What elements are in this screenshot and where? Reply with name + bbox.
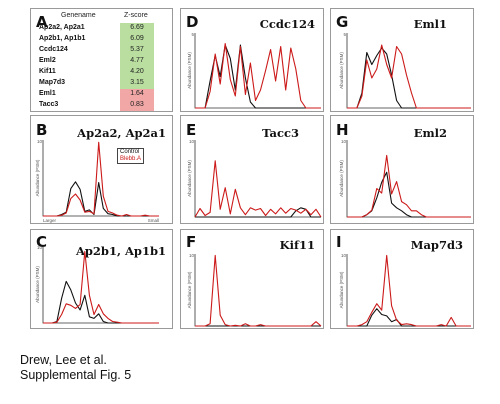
- series-control-line: [195, 207, 321, 218]
- table-z-score: 6.69: [120, 23, 154, 34]
- panel-g-title: Eml1: [413, 17, 447, 31]
- table-z-score: 4.77: [120, 56, 154, 67]
- series-treated-line: [194, 160, 322, 218]
- y-tick-label: 10: [341, 139, 347, 144]
- y-axis-label: Abundance (PSM): [187, 52, 192, 89]
- series-treated-line: [195, 42, 321, 109]
- chart-b: Abundance (PSM) 10 Larger Small: [35, 139, 159, 223]
- panel-b-label: B: [36, 121, 48, 139]
- chart-h: Abundance (PSM) 10: [339, 139, 471, 218]
- panel-d-label: D: [186, 13, 199, 31]
- x-tick-label: Small: [148, 218, 159, 223]
- chart-c: Abundance (PSM) 10: [35, 245, 159, 324]
- chart-d: Abundance (PSM) 5: [187, 32, 321, 109]
- y-axis-label: Abundance (PSM): [339, 160, 344, 197]
- panel-b: B Ap2a2, Ap2a1 Control Blebb.A Abundance…: [30, 115, 173, 224]
- panel-h: H Eml2 Abundance (PSM) 10: [330, 115, 474, 224]
- table-z-score: 1.64: [120, 89, 154, 100]
- y-tick-label: 10: [37, 139, 43, 144]
- y-axis-label: Abundance (PSM): [339, 52, 344, 89]
- series-treated-line: [195, 254, 322, 327]
- series-treated-line: [347, 254, 471, 327]
- chart-axes: [346, 140, 471, 218]
- chart-f: Abundance (PSM) 10: [187, 253, 322, 327]
- panel-i: I Map7d3 Abundance (PSM) 10: [330, 229, 474, 329]
- x-tick-label: Larger: [43, 218, 57, 223]
- panel-c-title: Ap2b1, Ap1b1: [75, 244, 166, 258]
- chart-g: Abundance (PSM) 5: [339, 32, 471, 109]
- panel-e-title: Tacc3: [262, 126, 299, 140]
- panel-d-title: Ccdc124: [259, 17, 315, 31]
- y-axis-label: Abundance (PSM): [35, 159, 40, 196]
- table-z-score: 3.15: [120, 78, 154, 89]
- series-control-line: [347, 47, 471, 109]
- series-treated-line: [43, 141, 159, 217]
- table-gene-name: Ap2b1, Ap1b1: [39, 35, 86, 42]
- legend-control: Control: [120, 149, 140, 155]
- panel-i-title: Map7d3: [410, 238, 463, 252]
- table-gene-name: Kif11: [39, 68, 56, 75]
- panel-h-title: Eml2: [413, 126, 447, 140]
- series-control-line: [43, 181, 159, 217]
- table-gene-name: Map7d3: [39, 79, 66, 86]
- series-control-line: [347, 171, 471, 218]
- series-treated-line: [43, 250, 159, 324]
- y-axis-label: Abundance (PSM): [339, 271, 344, 308]
- table-gene-name: Eml2: [39, 57, 56, 64]
- panel-c: C Ap2b1, Ap1b1 Abundance (PSM) 10: [30, 229, 173, 329]
- panel-e: E Tacc3 Abundance (PSM) 10: [180, 115, 324, 224]
- table-gene-name: Tacc3: [39, 101, 59, 108]
- y-tick-label: 10: [189, 139, 195, 144]
- series-treated-line: [347, 154, 471, 218]
- caption-authors: Drew, Lee et al.: [20, 353, 107, 367]
- legend: Control Blebb.A: [117, 148, 145, 164]
- chart-e: Abundance (PSM) 10: [187, 139, 322, 218]
- y-tick-label: 5: [191, 32, 194, 37]
- chart-axes: [42, 246, 159, 324]
- chart-axes: [346, 254, 471, 327]
- series-control-line: [347, 308, 471, 327]
- panel-b-title: Ap2a2, Ap2a1: [77, 126, 166, 140]
- panel-h-label: H: [336, 121, 349, 139]
- panel-a-label: A: [36, 13, 48, 31]
- chart-axes: [194, 33, 321, 109]
- legend-treated: Blebb.A: [120, 156, 142, 162]
- y-tick-label: 10: [37, 245, 43, 250]
- panel-f-label: F: [186, 233, 197, 251]
- table-gene-name: Eml1: [39, 90, 56, 97]
- table-header-z: Z-score: [124, 12, 148, 19]
- panel-f: F Kif11 Abundance (PSM) 10: [180, 229, 324, 329]
- panel-f-title: Kif11: [279, 238, 315, 252]
- panel-g-label: G: [336, 13, 349, 31]
- table-z-score: 4.20: [120, 67, 154, 78]
- caption-figure: Supplemental Fig. 5: [20, 368, 132, 382]
- panel-a: A Genename Z-score Ap2a2, Ap2a1 6.69 Ap2b1…: [30, 8, 173, 112]
- table-gene-name: Ap2a2, Ap2a1: [39, 24, 85, 31]
- panel-c-label: C: [36, 233, 48, 251]
- panel-d: D Ccdc124 Abundance (PSM) 5: [180, 8, 324, 112]
- panel-i-label: I: [336, 233, 342, 251]
- table-header-gene: Genename: [61, 12, 96, 19]
- y-axis-label: Abundance (PSM): [187, 271, 192, 308]
- y-axis-label: Abundance (PSM): [187, 160, 192, 197]
- table-z-score: 0.83: [120, 100, 154, 111]
- y-tick-label: 10: [341, 253, 347, 258]
- panel-e-label: E: [186, 121, 197, 139]
- panel-g: G Eml1 Abundance (PSM) 5: [330, 8, 474, 112]
- series-treated-line: [347, 44, 471, 109]
- chart-i: Abundance (PSM) 10: [339, 253, 471, 327]
- series-control-line: [195, 44, 321, 109]
- y-tick-label: 5: [343, 32, 346, 37]
- table-z-score: 5.37: [120, 45, 154, 56]
- table-gene-name: Ccdc124: [39, 46, 68, 53]
- chart-axes: [42, 140, 159, 217]
- y-axis-label: Abundance (PSM): [35, 266, 40, 303]
- table-z-score: 6.09: [120, 34, 154, 45]
- chart-axes: [194, 254, 321, 327]
- y-tick-label: 10: [189, 253, 195, 258]
